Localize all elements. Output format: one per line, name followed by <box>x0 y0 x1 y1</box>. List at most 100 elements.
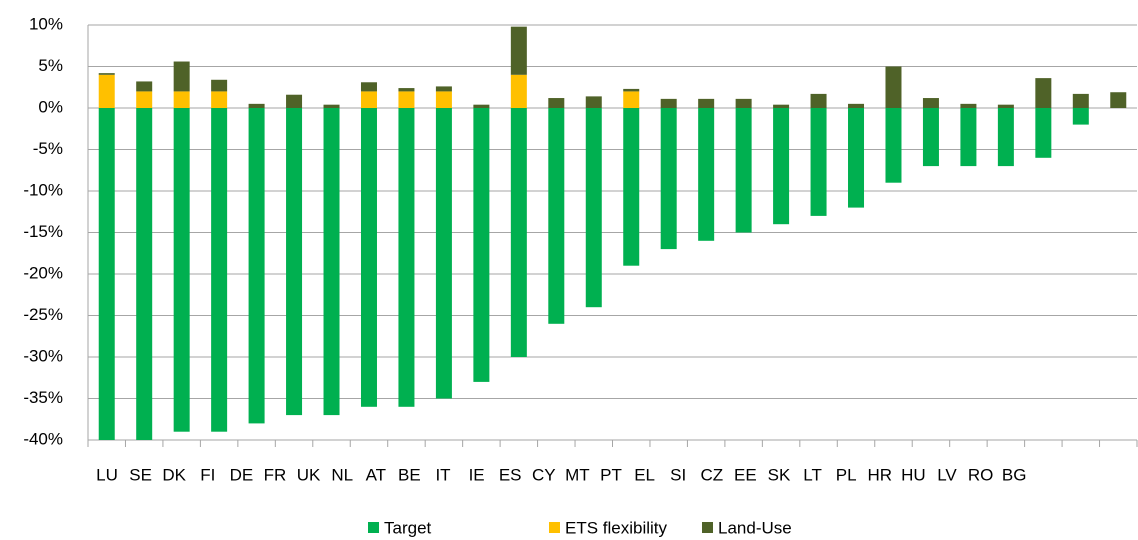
bar-segment <box>173 91 190 108</box>
bar-segment <box>473 104 490 108</box>
x-tick-label: NL <box>331 465 353 484</box>
bar-segment <box>735 108 752 233</box>
bar-segment <box>286 94 303 108</box>
x-tick-label: DK <box>162 465 186 484</box>
x-tick-label: UK <box>297 465 321 484</box>
bar-segment <box>435 86 452 92</box>
bar-segment <box>360 91 377 108</box>
y-tick-label: -35% <box>23 388 63 407</box>
bar-segment <box>1110 92 1127 108</box>
x-tick-label: PL <box>836 465 857 484</box>
bar-segment <box>173 108 190 432</box>
bar-segment <box>548 108 565 324</box>
bar-segment <box>323 108 340 416</box>
bar-segment <box>1035 78 1052 108</box>
bar-segment <box>323 104 340 108</box>
x-tick-label: CY <box>532 465 556 484</box>
bar-segment <box>773 104 790 108</box>
y-tick-label: -15% <box>23 222 63 241</box>
x-tick-label: BE <box>398 465 421 484</box>
x-tick-label: DE <box>230 465 254 484</box>
bar-segment <box>848 103 865 108</box>
x-tick-label: FR <box>264 465 287 484</box>
y-tick-label: 10% <box>29 14 63 33</box>
bar-segment <box>98 108 115 440</box>
bar-segment <box>885 66 902 108</box>
bar-segment <box>136 91 153 108</box>
x-tick-label: SK <box>768 465 791 484</box>
y-tick-label: -30% <box>23 346 63 365</box>
bar-segment <box>398 108 415 407</box>
legend-label: Target <box>384 518 432 537</box>
bar-segment <box>173 61 190 92</box>
bar-segment <box>623 91 640 108</box>
bar-segment <box>398 91 415 108</box>
x-tick-label: SE <box>129 465 152 484</box>
bar-segment <box>248 103 265 108</box>
bar-segment <box>548 98 565 108</box>
bar-segment <box>98 73 115 75</box>
x-tick-label: BG <box>1002 465 1027 484</box>
bar-segment <box>922 98 939 108</box>
bar-segment <box>997 104 1014 108</box>
bar-segment <box>1072 93 1089 108</box>
x-tick-label: AT <box>366 465 386 484</box>
bar-segment <box>435 91 452 108</box>
bar-segment <box>286 108 303 416</box>
bar-segment <box>360 82 377 92</box>
x-tick-label: FI <box>200 465 215 484</box>
x-tick-label: PT <box>600 465 622 484</box>
y-tick-label: -5% <box>33 139 63 158</box>
bar-segment <box>660 108 677 250</box>
y-tick-label: -25% <box>23 305 63 324</box>
x-tick-label: ES <box>499 465 522 484</box>
x-tick-label: RO <box>968 465 994 484</box>
bar-segment <box>585 108 602 308</box>
bar-segment <box>1035 108 1052 158</box>
x-tick-label: EE <box>734 465 757 484</box>
y-tick-label: -40% <box>23 429 63 448</box>
x-tick-label: HU <box>901 465 926 484</box>
legend-swatch <box>702 522 713 533</box>
bar-segment <box>1072 108 1089 125</box>
x-tick-label: LU <box>96 465 118 484</box>
bar-segment <box>922 108 939 167</box>
bar-segment <box>510 26 527 75</box>
legend-label: ETS flexibility <box>565 518 668 537</box>
x-tick-label: HR <box>868 465 893 484</box>
bar-segment <box>211 91 228 108</box>
bar-segment <box>623 108 640 266</box>
x-tick-label: CZ <box>700 465 723 484</box>
bar-segment <box>510 74 527 108</box>
bar-segment <box>848 108 865 208</box>
x-tick-label: MT <box>565 465 590 484</box>
bar-segment <box>698 98 715 108</box>
legend-swatch <box>549 522 560 533</box>
y-tick-label: 5% <box>38 56 63 75</box>
bar-segment <box>960 108 977 167</box>
bar-segment <box>98 74 115 108</box>
bar-segment <box>810 93 827 108</box>
bar-segment <box>435 108 452 399</box>
bar-segment <box>960 103 977 108</box>
x-tick-label: LT <box>803 465 822 484</box>
bar-segment <box>660 98 677 108</box>
bar-segment <box>585 96 602 108</box>
bar-segment <box>248 108 265 424</box>
bar-segment <box>360 108 377 407</box>
x-tick-label: IE <box>469 465 485 484</box>
y-tick-label: -20% <box>23 263 63 282</box>
x-tick-label: SI <box>670 465 686 484</box>
bar-segment <box>136 108 153 440</box>
bar-segment <box>810 108 827 216</box>
bar-segment <box>510 108 527 357</box>
y-tick-label: 0% <box>38 97 63 116</box>
y-tick-label: -10% <box>23 180 63 199</box>
x-tick-label: LV <box>937 465 957 484</box>
bar-segment <box>698 108 715 241</box>
x-tick-label: IT <box>435 465 450 484</box>
legend-label: Land-Use <box>718 518 792 537</box>
bar-segment <box>885 108 902 183</box>
